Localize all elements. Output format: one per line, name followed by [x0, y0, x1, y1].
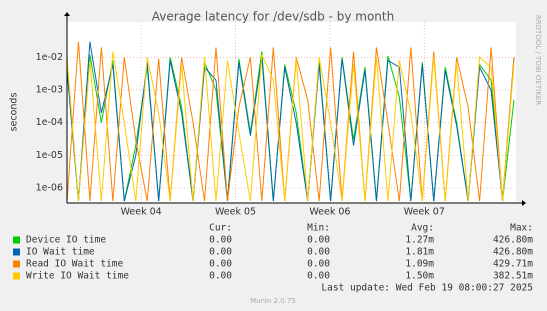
legend-label: Write IO Wait time — [26, 271, 129, 282]
x-tick-label: Week 06 — [309, 207, 350, 218]
legend-label: Device IO time — [26, 235, 106, 246]
legend-swatch — [13, 248, 20, 256]
side-label: RRDTOOL / TOBI OETIKER — [534, 15, 542, 105]
y-tick-label: 1e-04 — [36, 117, 63, 128]
legend-label: Read IO Wait time — [26, 259, 124, 270]
legend-swatch — [13, 236, 20, 244]
legend-stat: 382.51m — [493, 271, 533, 282]
legend-swatch — [13, 272, 20, 280]
legend-header: Avg: — [411, 223, 434, 234]
legend-stat: 0.00 — [209, 259, 232, 270]
legend-swatch — [13, 260, 20, 268]
legend-stat: 1.27m — [405, 235, 434, 246]
legend-label: IO Wait time — [26, 247, 95, 258]
x-tick-label: Week 07 — [404, 207, 445, 218]
legend-header: Max: — [510, 223, 533, 234]
legend-stat: 1.50m — [405, 271, 434, 282]
legend-stat: 0.00 — [307, 247, 330, 258]
legend-stat: 426.80m — [493, 235, 533, 246]
chart-title: Average latency for /dev/sdb - by month — [152, 10, 394, 24]
legend-header: Cur: — [209, 223, 232, 234]
series-line — [67, 41, 515, 202]
legend-stat: 0.00 — [307, 235, 330, 246]
y-tick-label: 1e-03 — [36, 84, 63, 95]
legend-stat: 426.80m — [493, 247, 533, 258]
legend-header: Min: — [307, 223, 330, 234]
x-axis-arrow — [522, 200, 526, 206]
x-tick-label: Week 04 — [121, 207, 162, 218]
legend-stat: 0.00 — [209, 271, 232, 282]
y-axis-arrow — [64, 12, 70, 16]
legend-stat: 1.09m — [405, 259, 434, 270]
y-tick-label: 1e-02 — [36, 52, 63, 63]
legend-stat: 429.71m — [493, 259, 533, 270]
x-tick-label: Week 05 — [215, 207, 256, 218]
legend-stat: 0.00 — [209, 247, 232, 258]
legend-stat: 1.81m — [405, 247, 434, 258]
y-tick-label: 1e-06 — [36, 183, 63, 194]
legend-stat: 0.00 — [307, 271, 330, 282]
legend-stat: 0.00 — [307, 259, 330, 270]
last-update: Last update: Wed Feb 19 08:00:27 2025 — [321, 283, 533, 294]
y-axis-label: seconds — [9, 93, 20, 132]
series-line — [67, 51, 515, 202]
legend-stat: 0.00 — [209, 235, 232, 246]
y-tick-label: 1e-05 — [36, 150, 63, 161]
footer: Munin 2.0.75 — [250, 297, 296, 305]
